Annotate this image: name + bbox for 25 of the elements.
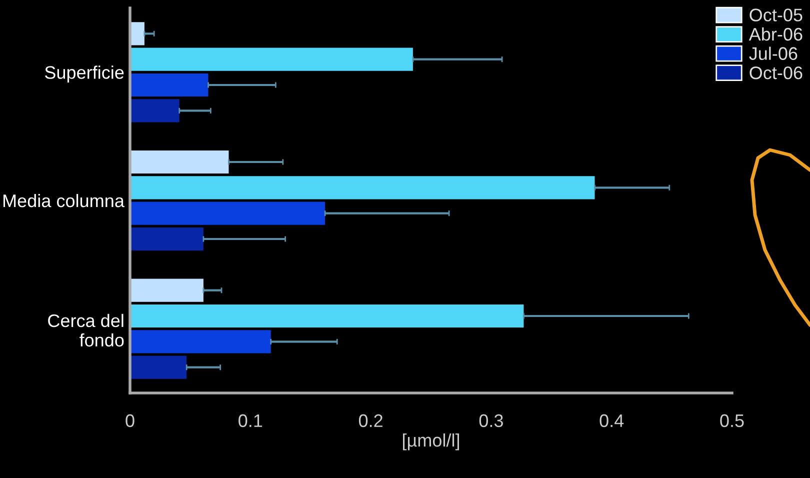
x-tick-label: 0.1	[238, 414, 262, 428]
legend-label: Oct-05	[750, 8, 802, 22]
bar	[130, 48, 413, 71]
legend-label: Abr-06	[748, 27, 802, 41]
bar	[130, 176, 595, 200]
y-tick-label: Cerca del fondo	[48, 314, 124, 347]
bar	[130, 99, 180, 122]
bar	[130, 278, 204, 302]
legend-label: Oct-06	[750, 66, 802, 80]
bar	[130, 202, 326, 225]
bar	[130, 356, 187, 379]
y-tick-label: Superficie	[44, 66, 124, 82]
x-tick-label: 0.2	[358, 414, 382, 428]
bar	[130, 330, 271, 354]
bar	[130, 73, 208, 97]
x-tick-label: 0.3	[479, 414, 503, 428]
bar	[130, 227, 204, 251]
x-axis-title: [µmol/l]	[403, 433, 459, 450]
legend-label: Jul-06	[749, 46, 798, 60]
bar	[130, 150, 229, 174]
x-tick-label: 0.4	[600, 414, 624, 428]
x-tick-label: 0.5	[720, 414, 744, 428]
y-tick-label: Media columna	[3, 194, 124, 208]
x-tick-label: 0	[126, 414, 134, 428]
bar	[130, 304, 524, 328]
